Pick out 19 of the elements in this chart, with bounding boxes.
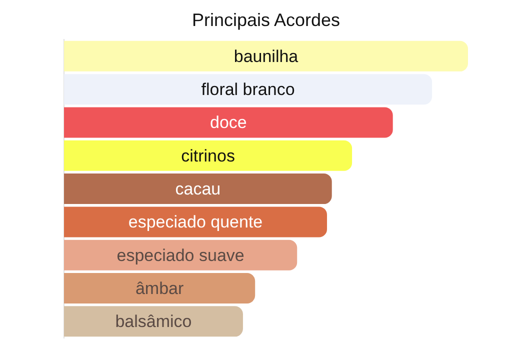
y-tick-label: floral branco [201, 80, 295, 100]
bar [64, 273, 256, 304]
bar [64, 107, 393, 138]
chart-title: Principais Acordes [192, 10, 340, 30]
y-tick-label: âmbar [135, 278, 184, 298]
y-tick-label: balsâmico [115, 312, 192, 332]
bar [64, 240, 298, 270]
bar [64, 206, 328, 238]
bar [64, 174, 332, 204]
y-tick-label: doce [210, 113, 247, 132]
y-tick-label: especiado suave [116, 246, 244, 265]
y-tick-label: citrinos [181, 146, 235, 166]
bar [64, 74, 432, 105]
y-tick-label: cacau [175, 179, 221, 198]
y-tick-label: baunilha [234, 46, 299, 66]
bar [64, 40, 468, 72]
bar [64, 306, 243, 337]
bar [64, 140, 352, 171]
y-tick-label: especiado quente [128, 212, 263, 232]
